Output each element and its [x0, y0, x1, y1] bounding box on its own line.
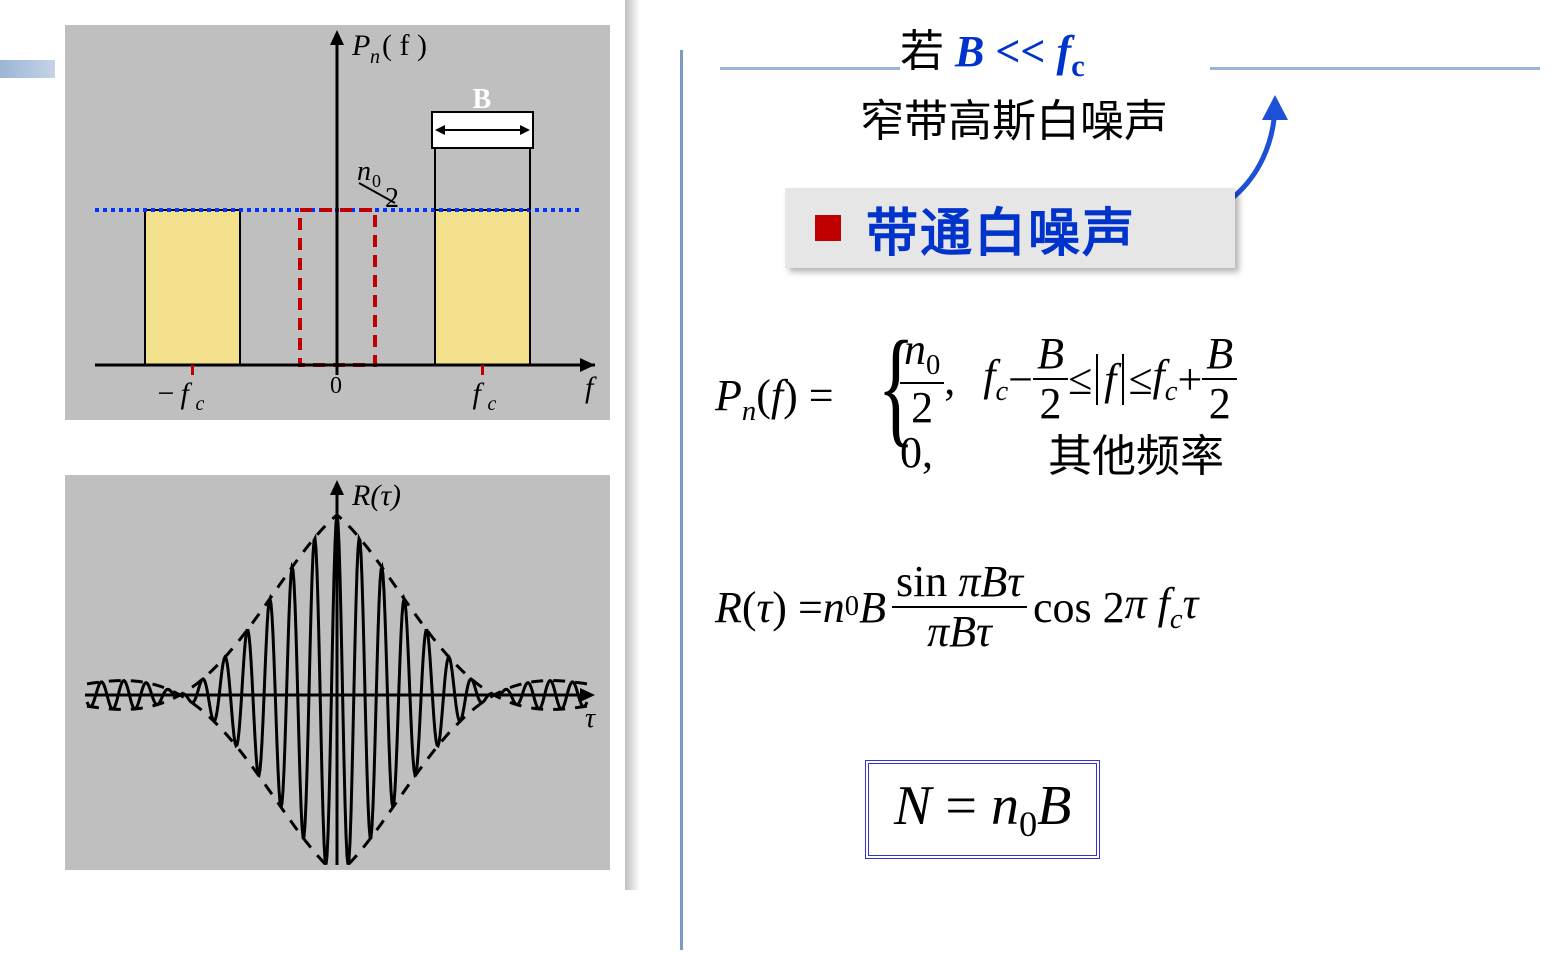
- svg-text:f: f: [473, 377, 485, 410]
- vertical-divider: [680, 50, 683, 950]
- frac-B-2b: B2: [1202, 332, 1237, 426]
- figure-psd: BPn( f )n020f−fcfc: [65, 25, 610, 420]
- svg-text:B: B: [473, 84, 492, 115]
- eq-noise-power-box: N = n0B: [865, 760, 1100, 859]
- svg-text:P: P: [351, 29, 370, 62]
- svg-text:c: c: [196, 393, 205, 415]
- condition-prefix: 若: [900, 27, 955, 76]
- svg-text:f: f: [585, 371, 597, 404]
- frac-sinc: sin πBτ πBτ: [892, 560, 1027, 654]
- acf-svg: R(τ) τ: [65, 475, 610, 870]
- left-column: BPn( f )n020f−fcfc R(τ)τ: [0, 0, 640, 973]
- eq-psd-lhs: Pn(f) =: [715, 370, 834, 428]
- eq-autocorr: R(τ) = n0B sin πBτ πBτ cos 2π fcτ: [715, 560, 1515, 654]
- figure-autocorr: R(τ) τ: [65, 475, 610, 870]
- condition-expr: B << fc: [955, 27, 1085, 76]
- eq-psd-row1: n0 2 , fc − B2 ≤ f ≤ fc + B2: [900, 328, 1237, 430]
- svg-text:0: 0: [330, 373, 342, 399]
- header-rule-right: [1210, 67, 1540, 70]
- svg-text:−: −: [158, 377, 175, 410]
- divider-shadow: [625, 0, 640, 890]
- svg-text:R(τ): R(τ): [351, 479, 401, 512]
- svg-text:( f ): ( f ): [382, 29, 427, 62]
- svg-text:n: n: [357, 156, 371, 187]
- narrowband-label: 窄带高斯白噪声: [860, 85, 1168, 149]
- header-rule-left: [720, 67, 900, 70]
- eq-psd-piecewise: Pn(f) = { n0 2 , fc − B2 ≤ f ≤ fc + B2 0…: [715, 320, 1515, 490]
- eq-row2-val: 0,: [900, 427, 933, 478]
- eq-psd-row2: 0, 其他频率: [900, 420, 1224, 484]
- frac-B-2a: B2: [1033, 332, 1068, 426]
- svg-text:f: f: [181, 377, 193, 410]
- condition-line: 若 B << fc: [900, 15, 1085, 84]
- svg-text:τ: τ: [585, 703, 596, 734]
- svg-text:c: c: [488, 393, 497, 415]
- psd-svg: BPn( f )n020f−fcfc: [65, 25, 610, 420]
- svg-text:2: 2: [385, 183, 399, 214]
- frac-n0-2: n0 2: [900, 328, 944, 430]
- svg-text:n: n: [370, 46, 380, 68]
- svg-text:0: 0: [372, 171, 381, 191]
- title-card: 带通白噪声: [785, 188, 1235, 268]
- title-text: 带通白噪声: [866, 191, 1136, 266]
- eq-row2-cond: 其他频率: [1048, 420, 1224, 484]
- slide-page: BPn( f )n020f−fcfc R(τ)τ 若 B << fc 窄带高斯白…: [0, 0, 1557, 973]
- title-bullet-icon: [815, 215, 841, 241]
